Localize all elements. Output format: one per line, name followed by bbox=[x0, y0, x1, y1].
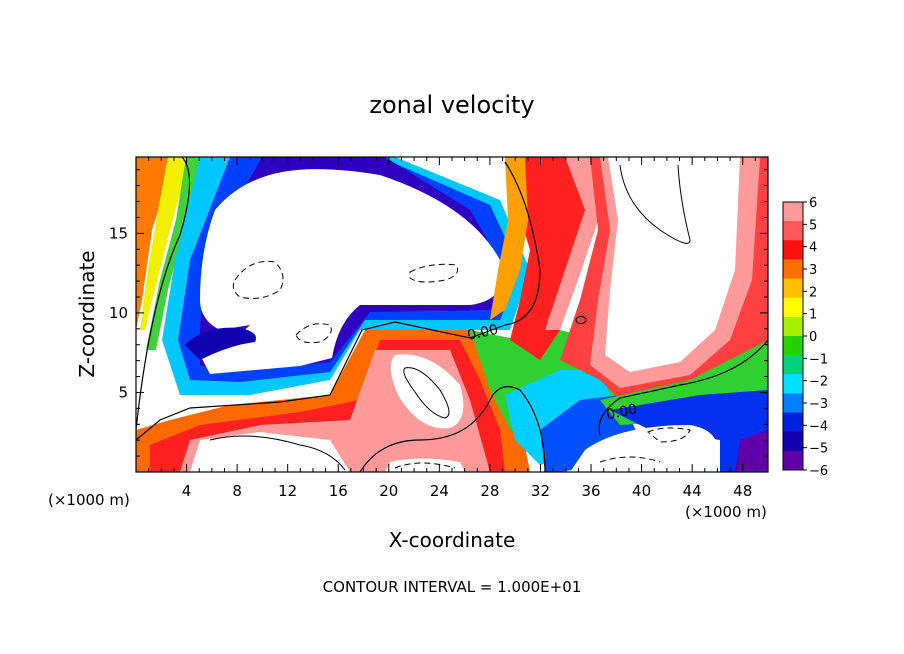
colorbar-label: 3 bbox=[809, 263, 817, 278]
x-tick-label: 44 bbox=[683, 482, 702, 500]
y-tick-label: 5 bbox=[118, 383, 128, 401]
field-lower-right-white bbox=[570, 425, 719, 472]
y-tick-label: 10 bbox=[109, 304, 128, 322]
chart-title: zonal velocity bbox=[369, 91, 534, 119]
field-left-green bbox=[146, 157, 206, 350]
colorbar-label: −4 bbox=[809, 419, 828, 434]
x-unit-left: (×1000 m) bbox=[48, 491, 130, 509]
x-unit-right: (×1000 m) bbox=[685, 503, 767, 521]
colorbar-swatch bbox=[783, 450, 803, 471]
field-bottom-left-white bbox=[190, 432, 350, 472]
x-tick-label: 40 bbox=[632, 482, 651, 500]
contour-dashed-1 bbox=[232, 260, 284, 299]
contour-dashed-6 bbox=[647, 427, 691, 443]
contour-dashed-3 bbox=[295, 323, 332, 344]
x-tick-label: 36 bbox=[581, 482, 600, 500]
contour-dashed-4 bbox=[394, 462, 456, 469]
contour-zero-right bbox=[598, 339, 768, 436]
field-lower-right-purple bbox=[735, 430, 768, 472]
contour-zero-bottom bbox=[359, 386, 546, 472]
colorbar-swatch bbox=[783, 278, 803, 299]
colorbar-label: 4 bbox=[809, 241, 817, 256]
contour-zero-corridor bbox=[504, 161, 541, 326]
colorbar-swatch bbox=[783, 202, 803, 222]
x-tick-label: 48 bbox=[733, 482, 752, 500]
x-tick-label: 16 bbox=[329, 482, 348, 500]
colorbar-label: −5 bbox=[809, 442, 828, 457]
colorbar: 6 5 4 3 2 1 0 −1 −2 −3 −4 −5 −6 bbox=[782, 196, 828, 479]
colorbar-label: −3 bbox=[809, 397, 828, 412]
contour-small-loop bbox=[575, 316, 587, 324]
field-pink-column bbox=[545, 157, 600, 330]
plot-area: 0.00 0.00 bbox=[136, 157, 768, 472]
field-left-warm bbox=[136, 157, 175, 330]
y-tick-label: 15 bbox=[109, 224, 128, 242]
contour-bottom-left bbox=[209, 435, 346, 471]
field-white-blob bbox=[200, 169, 502, 374]
x-tick-label: 28 bbox=[480, 482, 499, 500]
y-axis-label: Z-coordinate bbox=[75, 250, 99, 377]
contour-label: 0.00 bbox=[605, 401, 639, 423]
colorbar-label: 5 bbox=[809, 218, 817, 233]
colorbar-label: 6 bbox=[809, 196, 817, 211]
x-tick-label: 12 bbox=[278, 482, 297, 500]
contour-central-loop bbox=[403, 367, 450, 419]
colorbar-swatch bbox=[783, 221, 803, 241]
colorbar-swatch bbox=[783, 240, 803, 260]
contour-right-loop bbox=[619, 164, 691, 244]
colorbar-label: −1 bbox=[809, 352, 828, 367]
field-orange-column bbox=[490, 157, 528, 320]
contour-interval-footer: CONTOUR INTERVAL = 1.000E+01 bbox=[323, 578, 582, 596]
colorbar-swatch bbox=[783, 431, 803, 452]
x-tick-label: 20 bbox=[379, 482, 398, 500]
x-tick-label: 8 bbox=[232, 482, 242, 500]
colorbar-swatch bbox=[783, 336, 803, 356]
field-bottom-white bbox=[385, 458, 465, 472]
field-central-white bbox=[390, 354, 464, 429]
colorbar-label: 1 bbox=[809, 308, 817, 323]
contour-dashed-2 bbox=[409, 263, 459, 283]
x-tick-label: 4 bbox=[182, 482, 192, 500]
contour-dashed-5 bbox=[599, 456, 661, 463]
field-red-column bbox=[510, 157, 590, 360]
colorbar-label: 0 bbox=[809, 330, 817, 345]
field-cold-finger bbox=[185, 327, 256, 360]
colorbar-swatch bbox=[783, 297, 803, 318]
colorbar-swatch bbox=[783, 355, 803, 375]
field-left-yellow bbox=[140, 157, 190, 330]
colorbar-label: −2 bbox=[809, 375, 828, 390]
y-axis: 5 10 15 bbox=[109, 169, 768, 457]
x-tick-label: 32 bbox=[531, 482, 550, 500]
colorbar-swatch bbox=[783, 316, 803, 337]
colorbar-label: 2 bbox=[809, 285, 817, 300]
contour-zero-left bbox=[136, 157, 191, 431]
contour-label: 0.00 bbox=[466, 322, 500, 344]
x-axis-label: X-coordinate bbox=[389, 528, 516, 552]
colorbar-swatch bbox=[783, 412, 803, 433]
colorbar-swatch bbox=[783, 393, 803, 414]
contour-zero-lower bbox=[136, 321, 506, 441]
colorbar-label: −6 bbox=[809, 464, 828, 479]
colorbar-swatch bbox=[783, 374, 803, 394]
x-tick-label: 24 bbox=[430, 482, 449, 500]
x-axis: 4 8 12 16 20 24 28 32 36 40 44 48 bbox=[148, 157, 756, 500]
colorbar-swatch bbox=[783, 259, 803, 280]
